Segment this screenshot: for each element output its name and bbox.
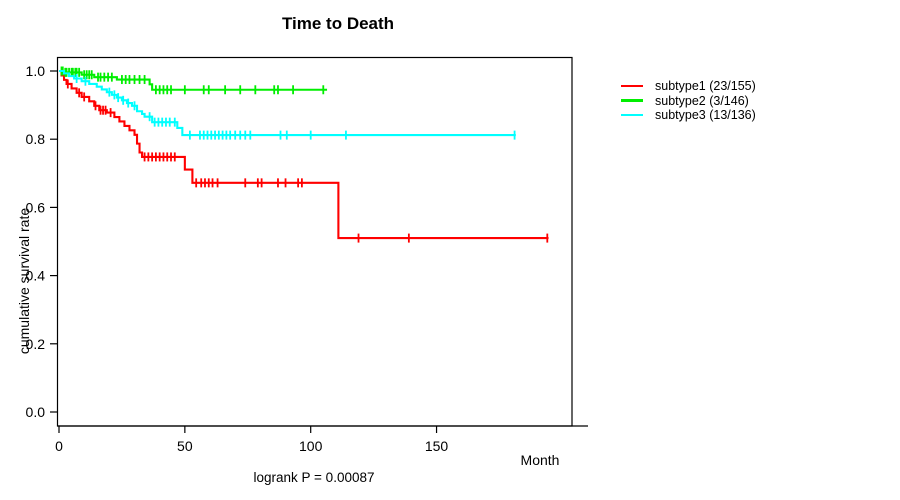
- chart-title: Time to Death: [281, 14, 395, 33]
- x-tick-label: 0: [55, 438, 63, 454]
- legend-item-subtype2: subtype2 (3/146): [621, 93, 756, 108]
- legend-line-swatch: [621, 99, 643, 102]
- y-tick-label: 0.2: [26, 336, 46, 352]
- survival-curve-subtype3: [59, 69, 516, 137]
- logrank-pvalue: logrank P = 0.00087: [253, 470, 375, 485]
- legend-label: subtype2 (3/146): [655, 93, 749, 108]
- legend-label: subtype1 (23/155): [655, 79, 756, 94]
- y-tick-label: 0.8: [26, 131, 46, 147]
- legend: subtype1 (23/155) subtype2 (3/146) subtype…: [621, 79, 756, 122]
- legend-label: subtype3 (13/136): [655, 107, 756, 122]
- legend-item-subtype3: subtype3 (13/136): [621, 108, 756, 122]
- y-tick-label: 1.0: [26, 63, 46, 79]
- x-tick-label: 150: [425, 438, 449, 454]
- y-axis-title: cumulative survival rate: [16, 207, 32, 355]
- y-tick-label: 0.4: [26, 268, 46, 284]
- survival-curve-subtype1: [59, 69, 549, 240]
- y-tick-label: 0.0: [26, 404, 46, 420]
- legend-line-swatch: [621, 113, 643, 117]
- plot-box: [56, 56, 573, 427]
- y-tick-label: 0.6: [26, 199, 46, 215]
- x-tick-label: 50: [177, 438, 193, 454]
- x-axis-title: Month: [520, 452, 560, 468]
- legend-item-subtype1: subtype1 (23/155): [621, 79, 756, 93]
- legend-line-swatch: [621, 84, 643, 88]
- x-tick-label: 100: [299, 438, 323, 454]
